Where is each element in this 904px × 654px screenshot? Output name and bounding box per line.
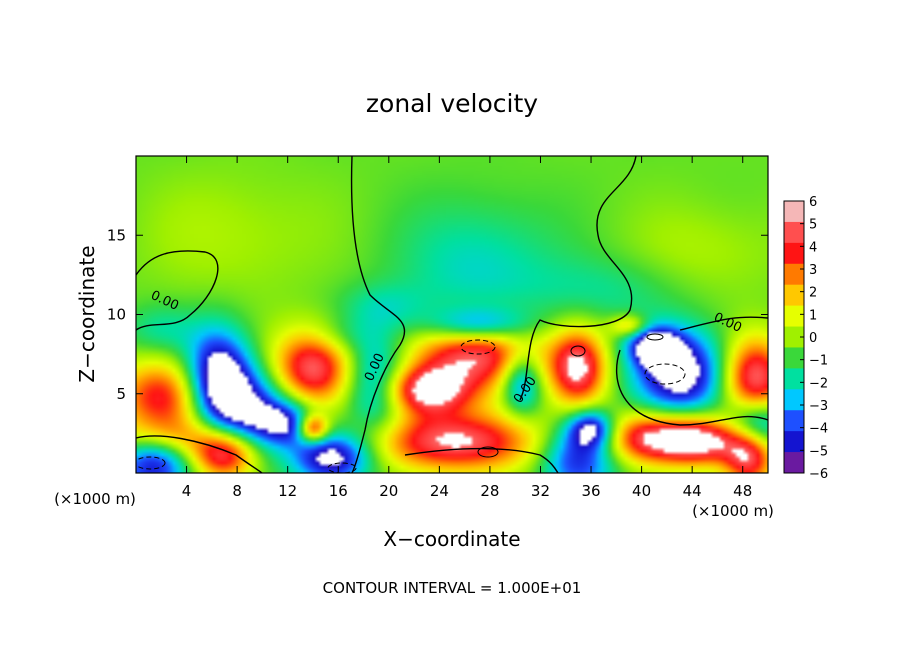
colorbar-tick-label: 4 bbox=[809, 240, 817, 255]
colorbar-swatch bbox=[784, 263, 804, 286]
chart-title: zonal velocity bbox=[366, 89, 538, 118]
colorbar-tick-label: −5 bbox=[809, 444, 828, 459]
colorbar: 6 5 4 3 2 1 0 −1 −2 −3 −4 −5 −6 bbox=[783, 195, 828, 482]
colorbar-swatch bbox=[784, 452, 804, 474]
colorbar-tick-label: 2 bbox=[809, 286, 817, 301]
contour-line bbox=[136, 456, 166, 470]
x-tick-label: 8 bbox=[232, 482, 242, 500]
colorbar-tick-label: −1 bbox=[809, 354, 828, 369]
colorbar-tick-label: −3 bbox=[809, 399, 828, 414]
colorbar-tick-label: −6 bbox=[809, 467, 828, 482]
colorbar-tick-label: −2 bbox=[809, 376, 828, 391]
x-unit-right: (×1000 m) bbox=[692, 502, 774, 520]
x-unit-left: (×1000 m) bbox=[54, 490, 136, 508]
colorbar-swatch bbox=[784, 410, 804, 432]
colorbar-swatch bbox=[784, 284, 804, 307]
colorbar-tick-label: 0 bbox=[809, 331, 817, 346]
colorbar-swatch bbox=[784, 201, 804, 223]
y-axis: 5 10 15 bbox=[107, 226, 768, 403]
x-tick-label: 20 bbox=[379, 482, 398, 500]
y-tick-label: 5 bbox=[116, 385, 126, 403]
contour-line bbox=[350, 156, 406, 473]
contour-line bbox=[646, 333, 664, 341]
contour-line bbox=[136, 435, 263, 473]
velocity-field bbox=[136, 156, 768, 473]
contour-line bbox=[136, 250, 219, 331]
colorbar-swatch bbox=[784, 347, 804, 369]
x-tick-label: 36 bbox=[581, 482, 600, 500]
colorbar-tick-label: −4 bbox=[809, 422, 828, 437]
colorbar-tick-label: 5 bbox=[809, 218, 817, 233]
contour-line bbox=[616, 349, 768, 426]
dashed-contours bbox=[136, 339, 686, 473]
colorbar-swatch bbox=[784, 326, 804, 348]
colorbar-tick-label: 6 bbox=[809, 195, 817, 210]
contour-line bbox=[477, 446, 499, 458]
x-tick-label: 4 bbox=[182, 482, 192, 500]
colorbar-swatch bbox=[784, 242, 804, 265]
x-tick-label: 48 bbox=[733, 482, 752, 500]
contour-line bbox=[519, 156, 637, 401]
colorbar-tick-label: 1 bbox=[809, 308, 817, 323]
x-tick-label: 32 bbox=[531, 482, 550, 500]
colorbar-swatch bbox=[784, 389, 804, 411]
colorbar-swatch bbox=[784, 221, 804, 244]
contour-line bbox=[570, 345, 586, 357]
plot-area: 0.00 0.00 0.00 0.00 bbox=[136, 156, 768, 473]
x-tick-label: 40 bbox=[632, 482, 651, 500]
x-tick-label: 16 bbox=[329, 482, 348, 500]
y-tick-label: 15 bbox=[107, 226, 126, 244]
contour-line bbox=[327, 462, 357, 473]
zero-contours bbox=[136, 156, 768, 473]
contour-line bbox=[460, 339, 496, 355]
contour-line bbox=[404, 447, 559, 473]
colorbar-swatch bbox=[784, 368, 804, 390]
contour-line bbox=[679, 316, 768, 331]
x-tick-label: 24 bbox=[430, 482, 449, 500]
colorbar-swatch bbox=[784, 305, 804, 328]
x-tick-label: 44 bbox=[683, 482, 702, 500]
colorbar-swatch bbox=[784, 431, 804, 453]
y-tick-label: 10 bbox=[107, 306, 126, 324]
contour-line bbox=[644, 363, 686, 385]
contour-interval-note: CONTOUR INTERVAL = 1.000E+01 bbox=[323, 579, 582, 597]
y-axis-label: Z−coordinate bbox=[75, 245, 99, 382]
x-axis-label: X−coordinate bbox=[383, 527, 520, 551]
x-axis: 4 8 12 16 20 24 28 32 36 40 44 48 bbox=[182, 156, 752, 500]
x-tick-label: 12 bbox=[278, 482, 297, 500]
solid-small-contours bbox=[477, 333, 664, 458]
x-tick-label: 28 bbox=[480, 482, 499, 500]
colorbar-tick-label: 3 bbox=[809, 263, 817, 278]
